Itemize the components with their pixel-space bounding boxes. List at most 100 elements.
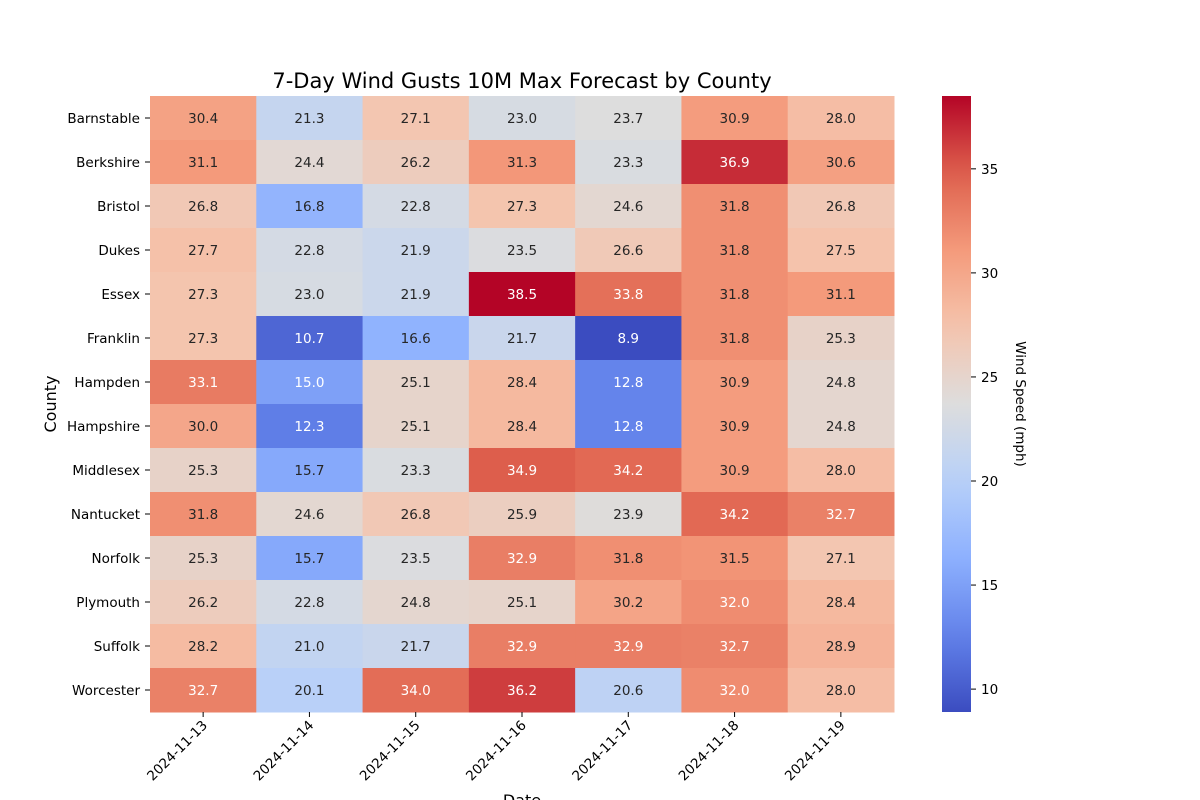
cell-value-label: 23.0 (507, 111, 537, 127)
cell-value-label: 23.3 (613, 155, 643, 171)
cell-value-label: 15.7 (294, 463, 324, 479)
heatmap-cell (468, 184, 576, 229)
heatmap-cell (256, 492, 364, 537)
colorbar-tick-label: 25 (981, 370, 998, 386)
heatmap-cell (150, 404, 257, 449)
heatmap-cell (468, 492, 576, 537)
cell-value-label: 32.9 (507, 551, 537, 567)
cell-value-label: 25.1 (401, 419, 431, 435)
cell-value-label: 28.0 (826, 683, 856, 699)
cell-value-label: 32.9 (507, 639, 537, 655)
heatmap-cell (681, 404, 789, 449)
heatmap-cell (468, 448, 576, 493)
colorbar-tick-label: 20 (981, 474, 998, 490)
cell-value-label: 30.9 (720, 375, 750, 391)
cell-value-label: 27.1 (826, 551, 856, 567)
cell-value-label: 22.8 (401, 199, 431, 215)
heatmap-cell (787, 272, 895, 317)
cell-value-label: 26.6 (613, 243, 643, 259)
heatmap-cells: 30.4 21.3 27.1 23.0 23.7 30.9 28.0 31.1 24.4 26.2… (150, 96, 895, 713)
cell-value-label: 31.5 (720, 551, 750, 567)
heatmap-cell (787, 316, 895, 361)
heatmap-cell (150, 272, 257, 317)
cell-value-label: 28.0 (826, 111, 856, 127)
heatmap-cell (681, 272, 789, 317)
heatmap-cell (468, 316, 576, 361)
cell-value-label: 34.9 (507, 463, 537, 479)
colorbar-tick-label: 35 (981, 162, 998, 178)
cell-value-label: 23.3 (401, 463, 431, 479)
cell-value-label: 22.8 (294, 595, 324, 611)
cell-value-label: 24.4 (294, 155, 324, 171)
y-tick-label: Franklin (87, 331, 140, 347)
cell-value-label: 30.9 (720, 111, 750, 127)
heatmap-cell (575, 316, 682, 361)
cell-value-label: 30.0 (188, 419, 218, 435)
heatmap-cell (256, 448, 364, 493)
heatmap-cell (256, 580, 364, 625)
heatmap-cell (362, 668, 470, 713)
cell-value-label: 36.9 (720, 155, 750, 171)
heatmap-cell (681, 316, 789, 361)
heatmap-cell (256, 96, 364, 141)
cell-value-label: 27.7 (188, 243, 218, 259)
heatmap-cell (787, 140, 895, 185)
cell-value-label: 25.3 (826, 331, 856, 347)
cell-value-label: 16.8 (294, 199, 324, 215)
cell-value-label: 32.7 (826, 507, 856, 523)
heatmap-cell (681, 624, 789, 669)
cell-value-label: 28.4 (507, 375, 537, 391)
cell-value-label: 32.7 (188, 683, 218, 699)
heatmap-cell (468, 96, 576, 141)
cell-value-label: 31.8 (613, 551, 643, 567)
cell-value-label: 12.8 (613, 419, 643, 435)
heatmap-cell (362, 96, 470, 141)
heatmap-cell (787, 228, 895, 273)
x-tick-label: 2024-11-15 (357, 718, 424, 785)
cell-value-label: 12.8 (613, 375, 643, 391)
heatmap-cell (362, 272, 470, 317)
heatmap-cell (575, 624, 682, 669)
heatmap-cell (787, 184, 895, 229)
y-tick-label: Bristol (97, 199, 140, 215)
cell-value-label: 20.6 (613, 683, 643, 699)
heatmap-cell (575, 404, 682, 449)
heatmap-cell (362, 448, 470, 493)
y-tick-label: Worcester (72, 683, 140, 699)
heatmap-cell (362, 140, 470, 185)
heatmap-cell (362, 580, 470, 625)
cell-value-label: 24.6 (613, 199, 643, 215)
heatmap-cell (362, 404, 470, 449)
heatmap-cell (256, 272, 364, 317)
cell-value-label: 32.0 (720, 595, 750, 611)
colorbar-tick-label: 15 (981, 578, 998, 594)
x-tick-label: 2024-11-19 (782, 718, 849, 785)
x-axis-label: Date (503, 791, 541, 800)
heatmap-cell (150, 96, 257, 141)
cell-value-label: 26.2 (188, 595, 218, 611)
heatmap-cell (362, 228, 470, 273)
cell-value-label: 31.1 (188, 155, 218, 171)
colorbar-tick-label: 30 (981, 266, 998, 282)
heatmap-cell (787, 624, 895, 669)
cell-value-label: 27.3 (507, 199, 537, 215)
heatmap-cell (362, 492, 470, 537)
colorbar-gradient (942, 96, 971, 712)
heatmap-cell (256, 184, 364, 229)
heatmap-cell (256, 228, 364, 273)
cell-value-label: 31.8 (720, 331, 750, 347)
y-tick-label: Hampden (74, 375, 140, 391)
cell-value-label: 28.4 (507, 419, 537, 435)
cell-value-label: 27.5 (826, 243, 856, 259)
x-tick-label: 2024-11-13 (144, 718, 211, 785)
cell-value-label: 30.9 (720, 419, 750, 435)
cell-value-label: 36.2 (507, 683, 537, 699)
cell-value-label: 25.9 (507, 507, 537, 523)
heatmap-cell (150, 316, 257, 361)
heatmap-cell (150, 140, 257, 185)
cell-value-label: 23.5 (507, 243, 537, 259)
x-tick-label: 2024-11-16 (463, 718, 530, 785)
cell-value-label: 28.2 (188, 639, 218, 655)
cell-value-label: 26.8 (188, 199, 218, 215)
heatmap-cell (787, 668, 895, 713)
